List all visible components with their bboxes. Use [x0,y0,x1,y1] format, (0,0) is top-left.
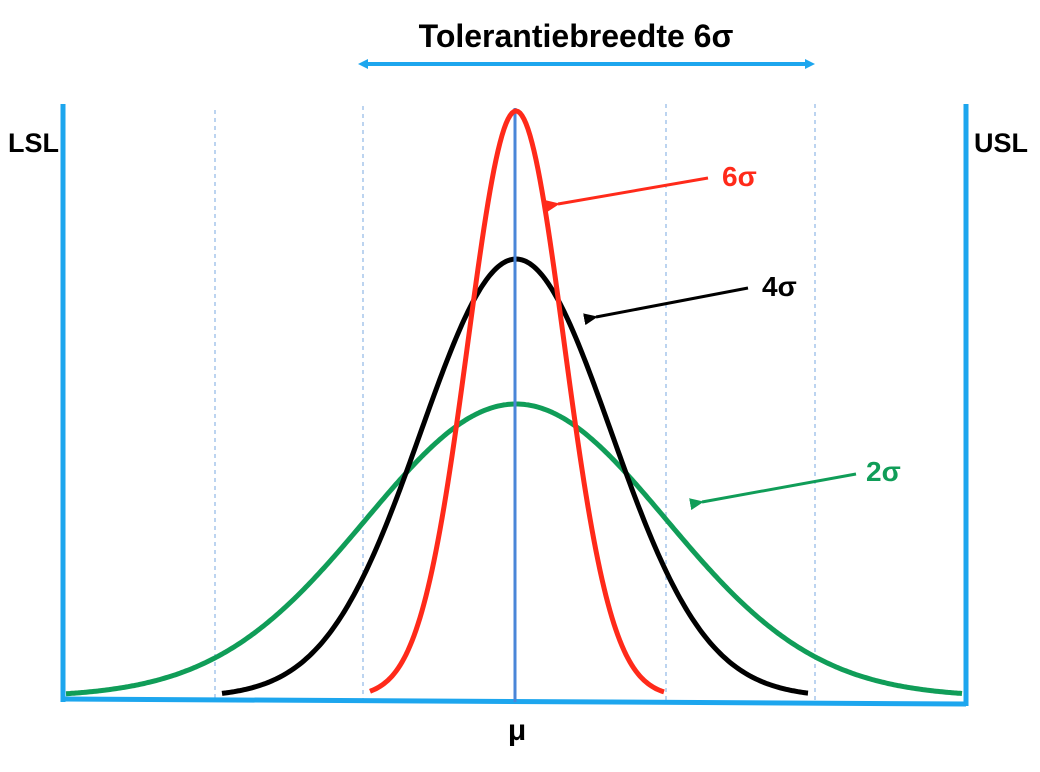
curve-2-label: 2σ [866,456,901,487]
curve-6-sigma [369,108,665,695]
curve-6-label: 6σ [722,161,757,192]
curve-2-pointer-arrow [689,472,857,511]
sigma-gridlines [214,104,816,700]
curve-4-label: 4σ [762,271,797,302]
mean-label: μ [508,714,526,747]
curve-4-pointer-arrow [583,286,749,326]
curve-6-pointer-arrow [545,176,709,212]
diagram-title: Tolerantiebreedte 6σ [419,18,734,54]
lsl-label: LSL [8,128,59,158]
usl-label: USL [974,128,1028,158]
